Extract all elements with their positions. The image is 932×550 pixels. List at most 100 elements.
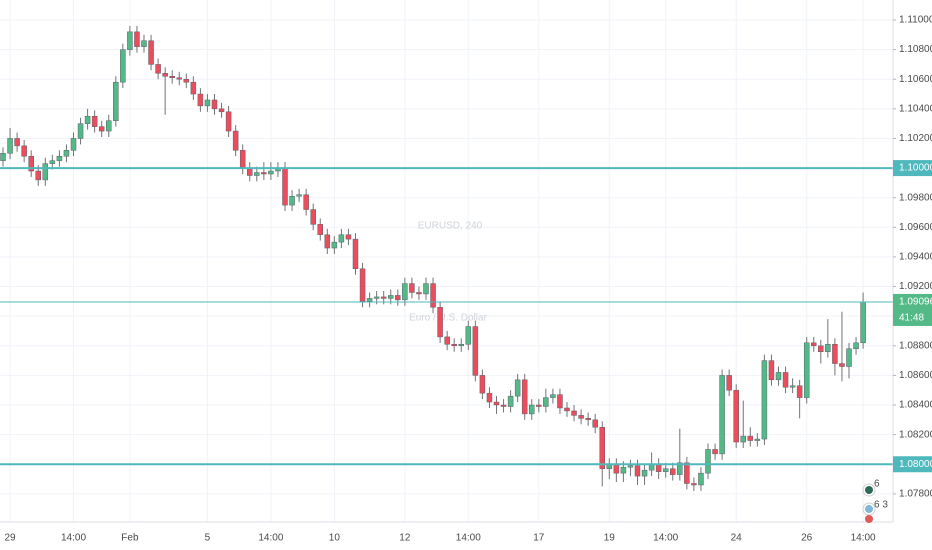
x-tick-label: 14:00 (851, 533, 876, 544)
candle-body (28, 155, 34, 172)
candle-body (218, 108, 225, 113)
candle-body (472, 326, 479, 376)
candle-body (803, 342, 810, 398)
candle-body (120, 49, 126, 83)
candle-body (514, 379, 521, 397)
y-tick-label: 1.07800 (899, 489, 932, 500)
candle-body (204, 99, 211, 107)
x-tick-label: 14:00 (653, 533, 678, 544)
candle-body (500, 404, 507, 407)
candle-body (98, 126, 105, 132)
candle-body (486, 392, 493, 403)
candle-body (578, 415, 584, 419)
candle-body (162, 73, 168, 77)
candle-body (296, 194, 302, 197)
candle-body (239, 150, 246, 169)
x-tick-label: 19 (604, 533, 616, 544)
candle-body (493, 401, 500, 406)
candle-body (7, 138, 13, 154)
y-tick-label: 1.09200 (899, 281, 932, 292)
candle-body (860, 301, 866, 344)
candle-body (789, 385, 796, 388)
candle-body (373, 296, 380, 299)
candle-body (317, 224, 323, 235)
candle-body (148, 40, 154, 65)
candle-body (247, 167, 253, 176)
candle-body (345, 234, 352, 240)
hline-label-box (893, 456, 932, 473)
hline-label: 1.08000 (899, 459, 932, 470)
candle-body (712, 449, 718, 455)
candle-body (691, 483, 697, 486)
candle-body (677, 462, 683, 475)
x-tick-label: 14:00 (61, 533, 86, 544)
y-tick-label: 1.08600 (899, 370, 932, 381)
candle-body (585, 418, 591, 421)
badge-count: 6 (874, 479, 880, 490)
candle-body (670, 468, 676, 475)
candle-body (402, 283, 408, 301)
candle-body (338, 234, 345, 243)
y-tick-label: 1.08200 (899, 429, 932, 440)
candle-body (818, 345, 824, 352)
candle-body (733, 389, 739, 443)
candle-body (352, 238, 359, 270)
candle-body (775, 372, 782, 381)
candle-body (423, 283, 429, 295)
candle-body (451, 344, 457, 347)
x-tick-label: Feb (121, 533, 139, 544)
candle-body (84, 115, 91, 124)
candle-body (113, 81, 119, 121)
candle-body (846, 348, 852, 367)
candle-body (232, 130, 239, 151)
watermark: EURUSD, 240 (418, 221, 483, 232)
candle-body (261, 172, 267, 175)
candle-body (49, 160, 56, 164)
candle-body (634, 465, 641, 477)
candle-body (176, 77, 182, 80)
candle-body (211, 99, 218, 110)
candle-body (169, 76, 175, 78)
hline-label: 1.10000 (899, 163, 932, 174)
candle-body (56, 155, 63, 161)
candle-body (768, 360, 775, 381)
hline-label-box (893, 160, 932, 177)
x-tick-label: 17 (533, 533, 545, 544)
candle-body (134, 31, 140, 47)
y-tick-label: 1.08400 (899, 400, 932, 411)
last-price-box (893, 293, 932, 326)
candle-body (754, 438, 761, 441)
x-tick-label: 29 (4, 533, 16, 544)
y-tick-label: 1.09400 (899, 252, 932, 263)
y-tick-label: 1.09800 (899, 192, 932, 203)
candle-body (698, 472, 704, 486)
candle-body (529, 404, 535, 415)
candle-body (388, 295, 394, 299)
candle-body (303, 194, 309, 210)
candle-body (747, 435, 754, 441)
y-tick-label: 1.09600 (899, 222, 932, 233)
candle-body (599, 426, 605, 469)
candle-body (430, 283, 436, 308)
last-price-label: 1.09096 (899, 297, 932, 308)
candle-body (91, 115, 98, 127)
y-tick-label: 1.11000 (899, 15, 932, 26)
watermark-subtitle: Euro / U.S. Dollar (409, 313, 487, 324)
candle-body (0, 153, 6, 161)
y-tick-label: 1.10600 (899, 74, 932, 85)
candle-body (437, 307, 443, 338)
candle-body (395, 295, 401, 301)
candle-body (127, 31, 133, 50)
candle-body (42, 163, 49, 181)
candle-body (310, 209, 316, 225)
candle-body (571, 410, 577, 416)
x-tick-label: 24 (731, 533, 743, 544)
candle-body (289, 195, 295, 206)
candle-body (796, 385, 803, 398)
candle-body (416, 292, 422, 295)
candle-body (197, 93, 204, 107)
candle-body (63, 150, 70, 157)
candle-body (366, 298, 373, 302)
candle-body (536, 404, 542, 407)
